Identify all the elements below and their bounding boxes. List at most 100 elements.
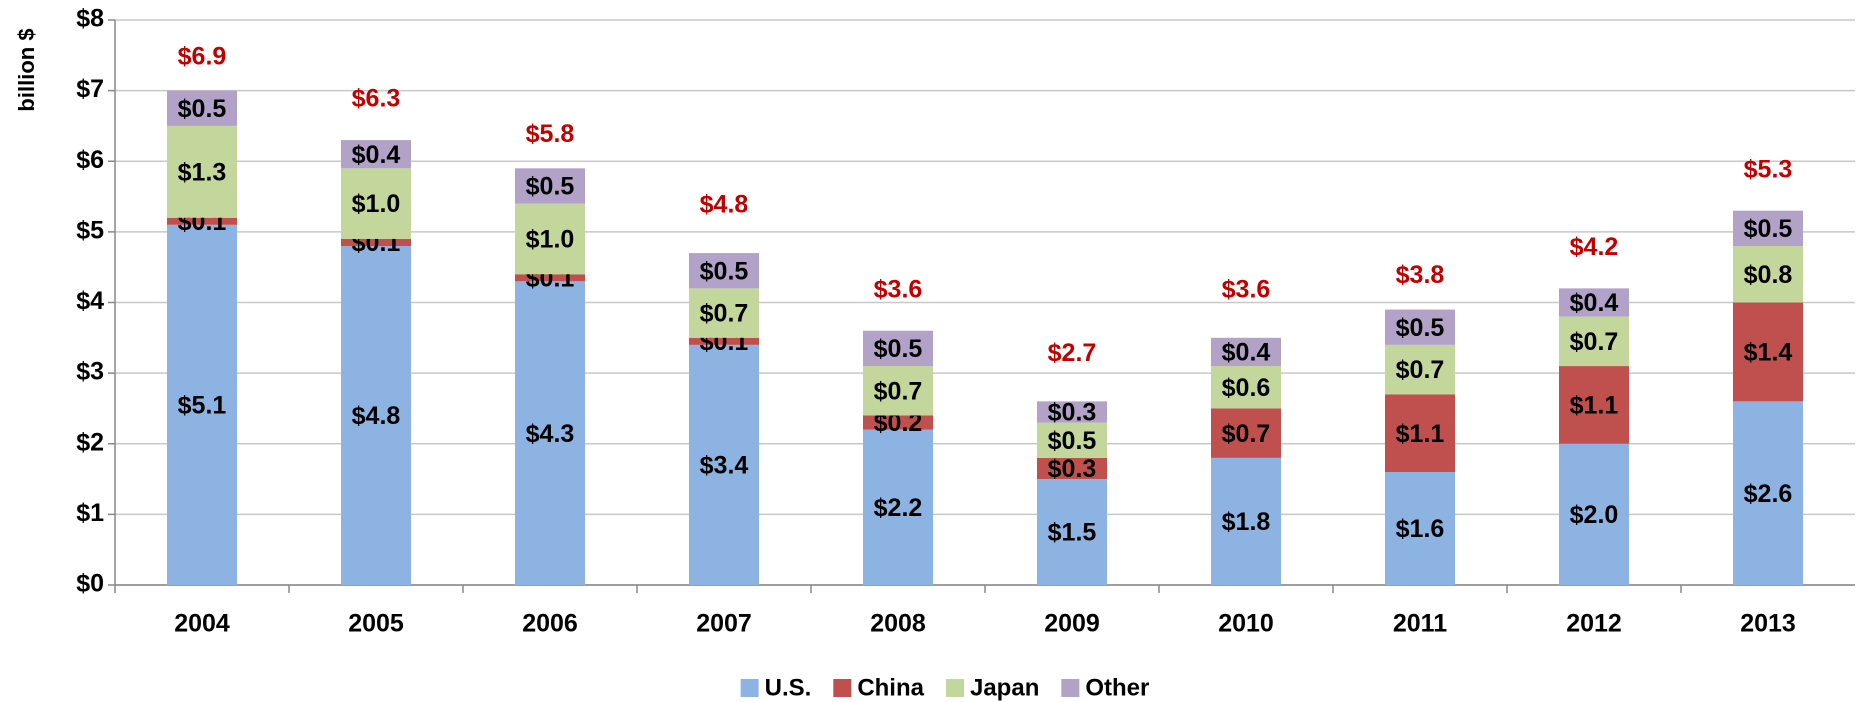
data-label: $0.3 <box>1048 455 1097 483</box>
x-tick-label: 2007 <box>696 610 752 638</box>
bar-segment <box>863 415 933 430</box>
data-label: $0.7 <box>700 300 749 328</box>
total-label: $3.8 <box>1396 261 1445 289</box>
data-label: $1.6 <box>1396 515 1445 543</box>
data-label: $0.5 <box>874 335 923 363</box>
bar-segment <box>515 168 585 204</box>
bar-segment <box>1733 401 1803 585</box>
total-label: $4.2 <box>1570 233 1619 261</box>
total-label: $6.9 <box>178 42 227 70</box>
data-label: $0.7 <box>1396 356 1445 384</box>
data-label: $0.4 <box>1222 339 1271 367</box>
total-label: $5.8 <box>526 120 575 148</box>
x-tick-label: 2009 <box>1044 610 1100 638</box>
bar-segment <box>1211 337 1281 367</box>
x-tick-label: 2012 <box>1566 610 1622 638</box>
legend-label: Japan <box>970 674 1039 701</box>
bar-segment <box>1733 246 1803 303</box>
data-label: $1.1 <box>1570 392 1619 420</box>
bar-segment <box>167 125 237 218</box>
x-tick-label: 2013 <box>1740 610 1796 638</box>
total-label: $4.8 <box>700 191 749 219</box>
bar-segment <box>863 366 933 416</box>
bar-segment <box>167 217 237 225</box>
y-tick-label: $2 <box>76 428 104 456</box>
y-tick-label: $1 <box>76 499 104 527</box>
bar-segment <box>863 330 933 367</box>
y-tick-label: $5 <box>76 216 104 244</box>
x-tick-label: 2011 <box>1393 610 1447 638</box>
bar-segment <box>341 140 411 169</box>
legend-label: Other <box>1085 674 1149 701</box>
y-tick-label: $3 <box>76 358 104 386</box>
bar-segment <box>1559 443 1629 585</box>
total-label: $6.3 <box>352 85 401 113</box>
y-tick-label: $7 <box>76 75 104 103</box>
bar-segment <box>1559 316 1629 367</box>
total-label: $2.7 <box>1048 339 1097 367</box>
bar-segment <box>1037 457 1107 480</box>
data-label: $3.4 <box>700 452 749 480</box>
x-tick-label: 2006 <box>522 610 578 638</box>
data-label: $4.3 <box>526 420 575 448</box>
data-label: $0.5 <box>526 173 575 201</box>
bar-segment <box>689 337 759 345</box>
data-label: $4.8 <box>352 402 401 430</box>
data-label: $1.8 <box>1222 508 1271 536</box>
data-label: $0.8 <box>1744 261 1793 289</box>
data-label: $1.0 <box>352 190 401 218</box>
data-label: $0.7 <box>874 377 923 405</box>
bar-segment <box>1385 344 1455 395</box>
data-label: $0.5 <box>178 95 227 123</box>
bar-segment <box>1037 422 1107 458</box>
data-label: $0.7 <box>1570 328 1619 356</box>
legend-label: China <box>857 674 924 701</box>
bar-segment <box>1211 457 1281 585</box>
x-tick-label: 2004 <box>174 610 230 638</box>
bar-segment <box>1385 394 1455 472</box>
y-axis-label: billion $ <box>14 28 39 111</box>
data-label: $0.5 <box>1048 427 1097 455</box>
bar-segment <box>167 90 237 126</box>
bar-segment <box>689 344 759 585</box>
data-label: $1.0 <box>526 226 575 254</box>
bar-segment <box>689 288 759 338</box>
bar-segment <box>515 274 585 282</box>
bar-segment <box>1037 401 1107 423</box>
total-label: $3.6 <box>1222 275 1271 303</box>
data-label: $0.4 <box>352 141 401 169</box>
bar-segment <box>1385 472 1455 585</box>
total-label: $3.6 <box>874 275 923 303</box>
bar-segment <box>515 203 585 275</box>
bar-segment <box>1733 210 1803 246</box>
bar-segment <box>1211 408 1281 458</box>
data-label: $2.2 <box>874 494 923 522</box>
bar-segment <box>341 246 411 585</box>
bar-segment <box>1559 288 1629 317</box>
data-label: $1.4 <box>1744 339 1793 367</box>
legend-swatch <box>1061 679 1080 697</box>
legend-label: U.S. <box>765 674 812 701</box>
bar-segment <box>863 429 933 585</box>
legend-swatch <box>833 679 852 697</box>
bar-segment <box>515 281 585 585</box>
bar-segment <box>1559 366 1629 444</box>
data-label: $1.1 <box>1396 420 1445 448</box>
data-label: $0.4 <box>1570 289 1619 317</box>
bar-segment <box>689 253 759 289</box>
data-label: $5.1 <box>178 392 227 420</box>
bar-segment <box>1733 302 1803 402</box>
data-label: $0.5 <box>1396 314 1445 342</box>
data-label: $0.5 <box>1744 215 1793 243</box>
data-label: $0.6 <box>1222 374 1271 402</box>
x-tick-label: 2010 <box>1218 610 1274 638</box>
bar-segment <box>1211 366 1281 409</box>
data-label: $2.0 <box>1570 501 1619 529</box>
bar-segment <box>341 238 411 246</box>
legend-swatch <box>740 679 759 697</box>
bar-segment <box>167 224 237 585</box>
data-label: $0.3 <box>1048 399 1097 427</box>
y-tick-label: $0 <box>76 570 104 598</box>
